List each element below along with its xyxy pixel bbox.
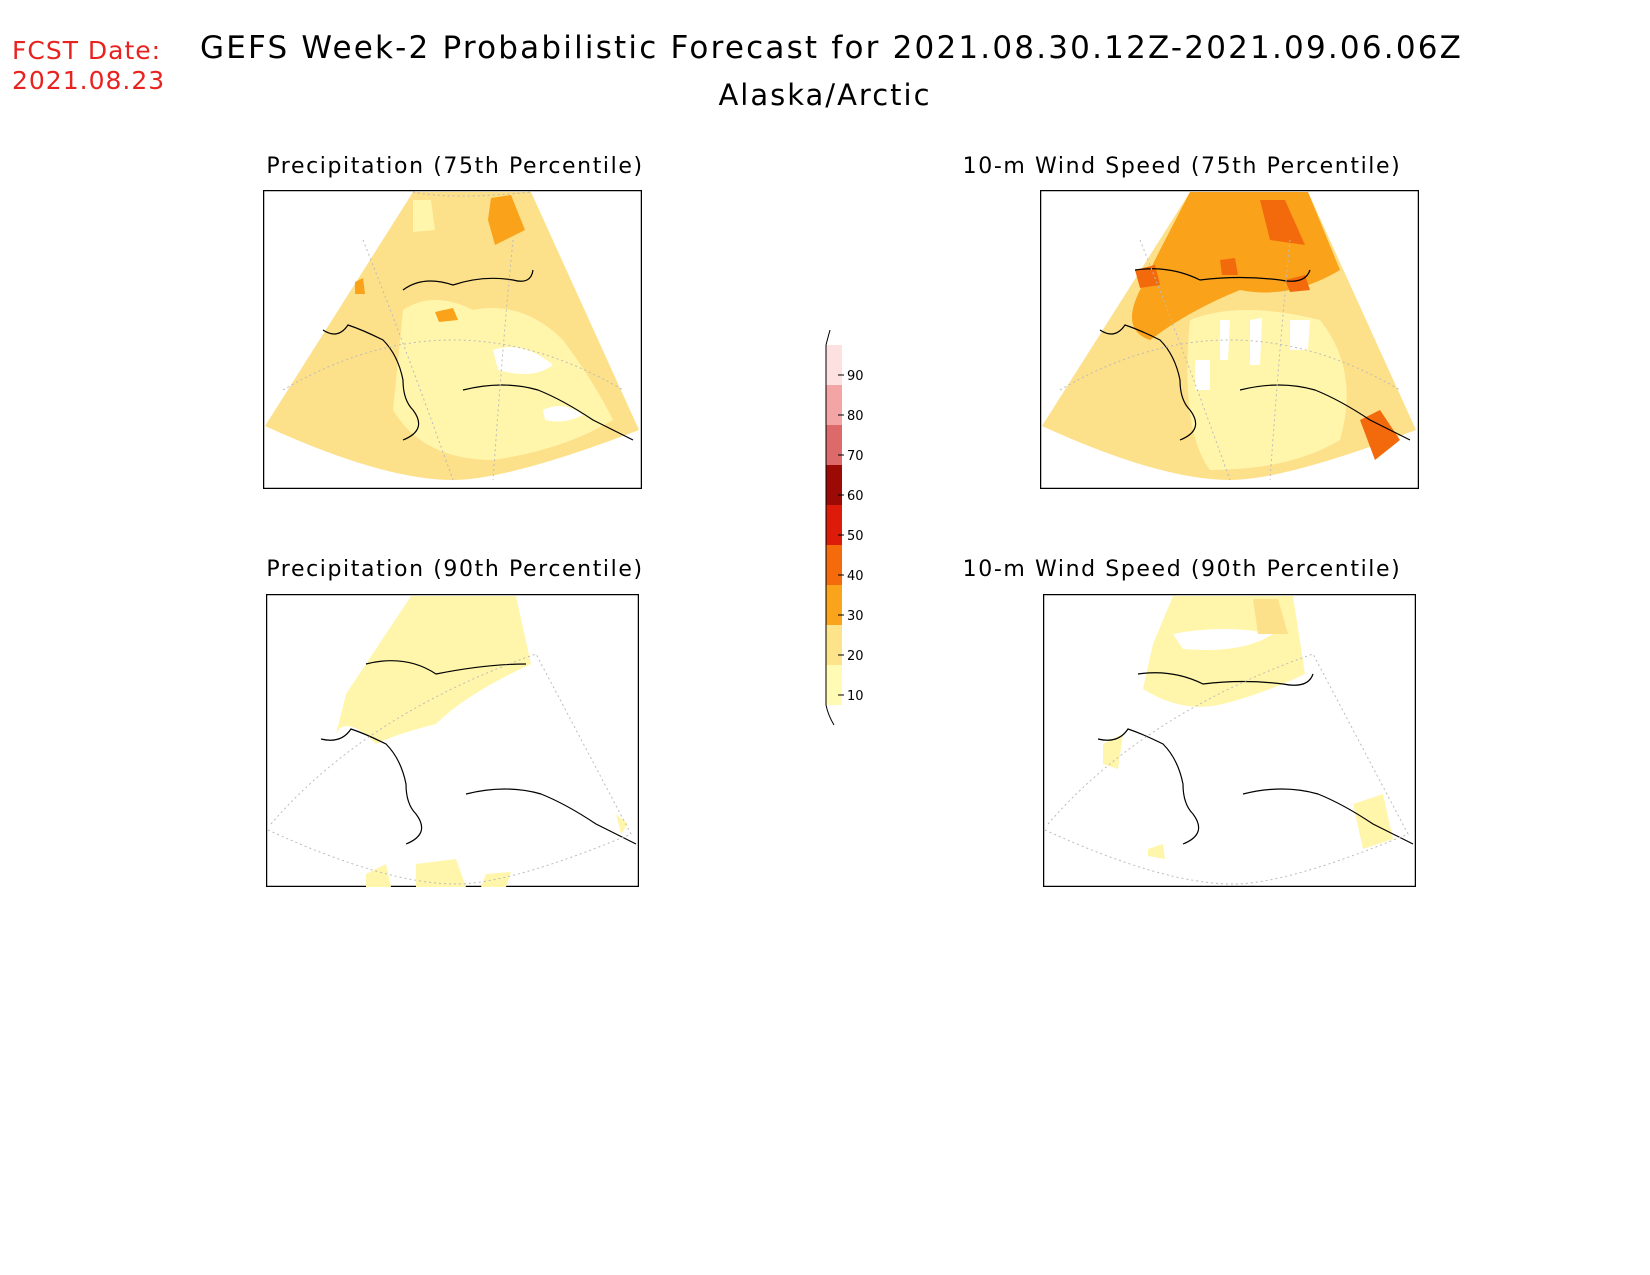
forecast-date-block: FCST Date: 2021.08.23 <box>12 36 165 96</box>
coastline <box>1097 672 1414 845</box>
forecast-date-value: 2021.08.23 <box>12 66 166 95</box>
map-precip-75 <box>263 190 642 489</box>
map-wind-90 <box>1043 594 1416 887</box>
colorbar-swatch <box>826 665 842 705</box>
wind-75-white-patch <box>1195 318 1310 390</box>
panel-title-wind-75: 10-m Wind Speed (75th Percentile) <box>962 154 1402 179</box>
colorbar-swatch <box>826 345 842 385</box>
colorbar-swatch <box>826 425 842 465</box>
coastline <box>1099 268 1411 441</box>
wind-90-yellow-patch <box>1253 599 1288 634</box>
wind-75-light-region <box>1187 310 1347 470</box>
colorbar-label: 60 <box>847 489 864 504</box>
colorbar-swatch <box>826 505 842 545</box>
colorbar-label: 50 <box>847 529 864 544</box>
colorbar-label: 30 <box>847 609 864 624</box>
precip-75-light-patch <box>413 200 435 232</box>
forecast-date-label: FCST Date: <box>12 36 162 65</box>
map-wind-75 <box>1040 190 1419 489</box>
coastline <box>322 269 634 441</box>
wind-75-dark-orange-patch <box>1260 200 1305 245</box>
colorbar-label: 20 <box>847 649 864 664</box>
colorbar-top-taper <box>825 330 831 346</box>
colorbar-label: 10 <box>847 689 864 704</box>
precip-75-white-patch <box>493 347 553 374</box>
wind-90-white-patch <box>1173 629 1273 650</box>
precip-90-light-region <box>336 596 531 744</box>
graticule <box>282 239 624 481</box>
wind-90-light-patch <box>1103 734 1393 859</box>
colorbar-swatch <box>826 545 842 585</box>
page-title: GEFS Week-2 Probabilistic Forecast for 2… <box>200 30 1464 66</box>
colorbar-swatch <box>826 465 842 505</box>
panel-title-precip-75: Precipitation (75th Percentile) <box>266 154 644 179</box>
panel-title-precip-90: Precipitation (90th Percentile) <box>266 557 644 582</box>
colorbar-swatch <box>826 385 842 425</box>
wind-75-dark-orange-patch <box>1360 410 1400 460</box>
colorbar: 10 20 30 40 50 60 70 80 90 <box>825 330 864 726</box>
precip-90-light-patch <box>366 814 628 887</box>
colorbar-label: 70 <box>847 449 864 464</box>
precip-75-white-patch <box>543 406 583 422</box>
precip-75-orange-patch <box>435 308 458 322</box>
page-subtitle: Alaska/Arctic <box>718 78 932 112</box>
map-precip-90 <box>266 594 639 887</box>
panel-title-wind-90: 10-m Wind Speed (90th Percentile) <box>962 557 1402 582</box>
colorbar-swatch <box>826 585 842 625</box>
graticule <box>1059 239 1401 481</box>
colorbar-label: 90 <box>847 369 864 384</box>
coastline <box>320 660 637 845</box>
precip-75-orange-patch <box>488 195 525 245</box>
graticule <box>267 653 632 885</box>
precip-75-orange-patch <box>355 278 365 294</box>
colorbar-swatch <box>826 625 842 665</box>
wind-75-dark-orange-patch <box>1135 265 1160 288</box>
colorbar-label: 80 <box>847 409 864 424</box>
wind-75-dark-orange-patch <box>1220 258 1238 275</box>
colorbar-bottom-taper <box>825 704 835 726</box>
colorbar-label: 40 <box>847 569 864 584</box>
graticule <box>1044 653 1409 885</box>
wind-75-dark-orange-patch <box>1285 275 1310 292</box>
